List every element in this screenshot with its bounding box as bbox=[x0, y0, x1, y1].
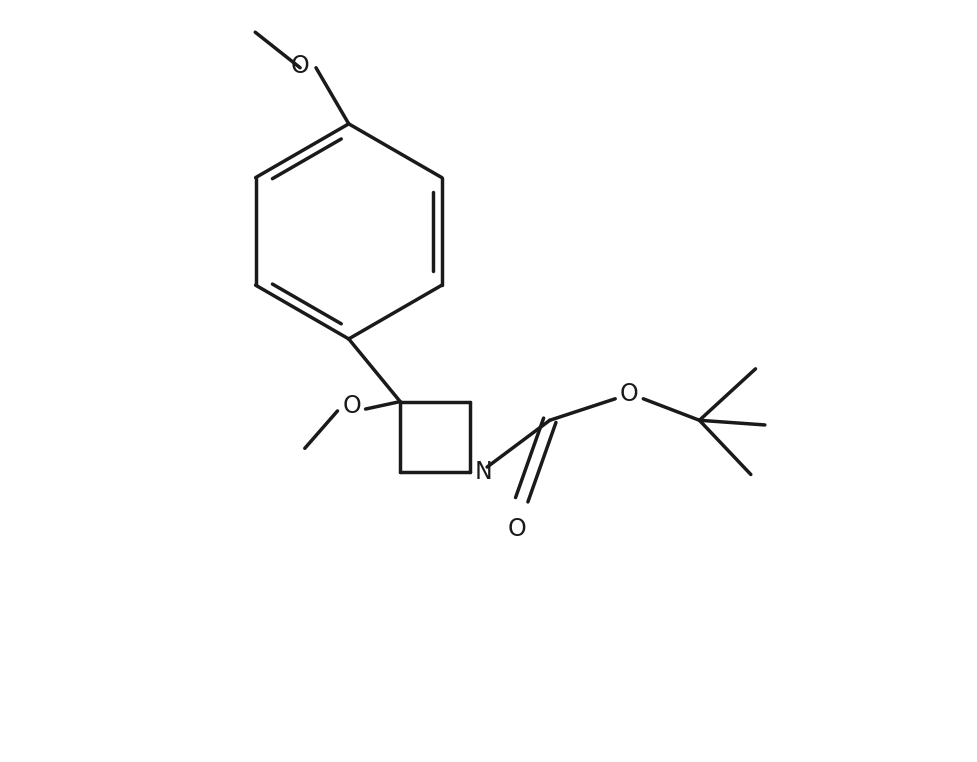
Text: O: O bbox=[342, 394, 361, 418]
Text: O: O bbox=[507, 517, 526, 540]
Text: O: O bbox=[619, 382, 638, 406]
Text: N: N bbox=[475, 459, 492, 484]
Text: O: O bbox=[290, 54, 309, 78]
